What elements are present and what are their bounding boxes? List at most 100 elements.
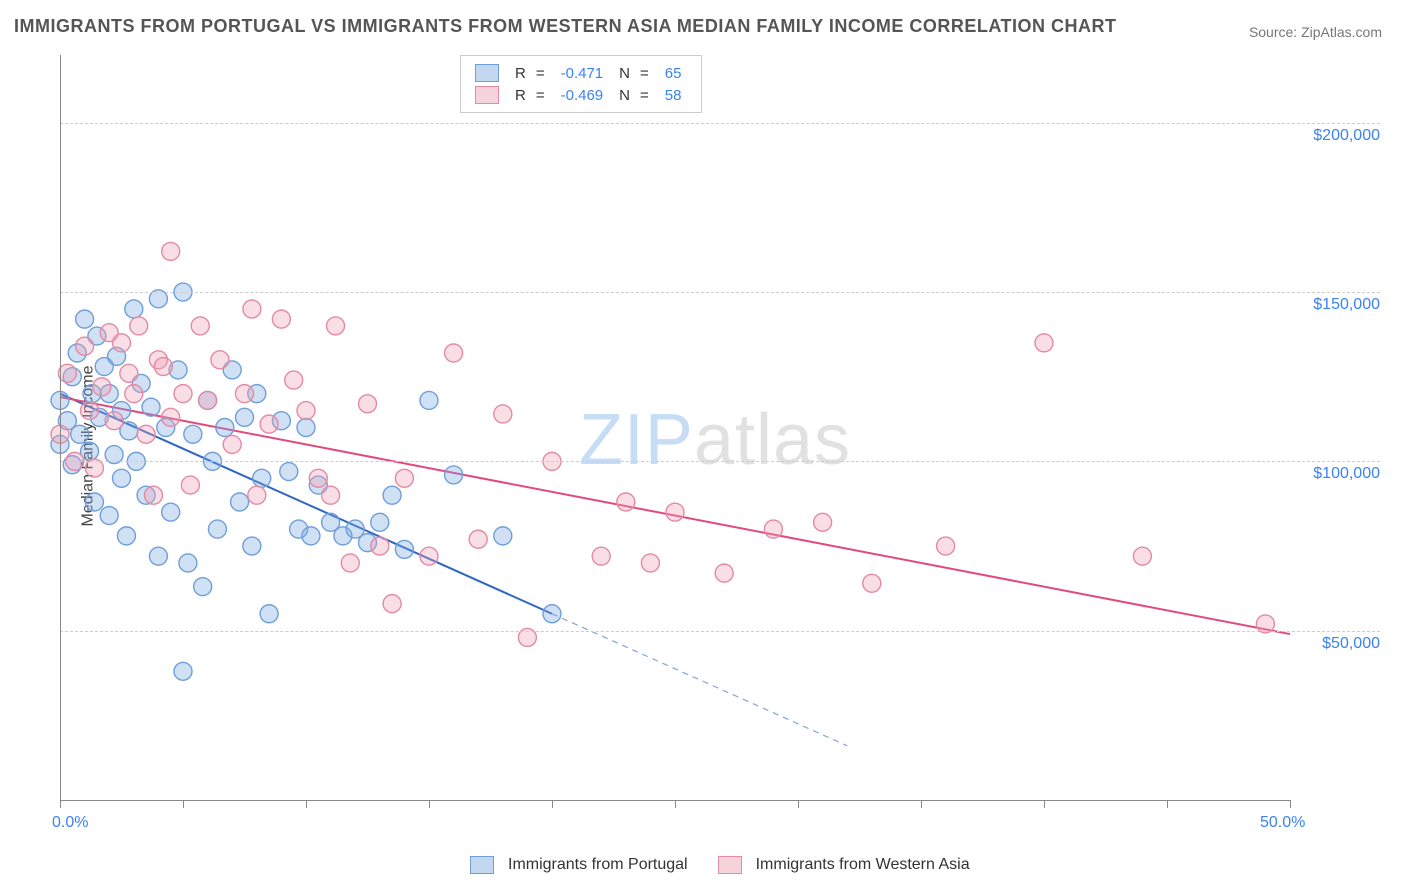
data-point (113, 469, 131, 487)
x-tick (921, 800, 922, 808)
data-point (327, 317, 345, 335)
legend-N-label: N (619, 87, 630, 104)
data-point (174, 662, 192, 680)
legend-eq: = (640, 87, 649, 104)
gridline (60, 123, 1380, 124)
data-point (814, 513, 832, 531)
gridline (60, 292, 1380, 293)
data-point (130, 317, 148, 335)
source-attribution: Source: ZipAtlas.com (1249, 24, 1382, 40)
legend-eq: = (536, 87, 545, 104)
data-point (179, 554, 197, 572)
data-point (71, 425, 89, 443)
swatch-westernasia (475, 86, 499, 104)
data-point (371, 537, 389, 555)
correlation-legend: R = -0.471 N = 65 R = -0.469 N = 58 (460, 55, 702, 113)
y-axis-line (60, 55, 61, 800)
swatch-portugal (475, 64, 499, 82)
legend-R-value-portugal: -0.471 (555, 65, 610, 82)
legend-R-label: R (515, 65, 526, 82)
swatch-westernasia (718, 856, 742, 874)
data-point (297, 419, 315, 437)
legend-row-westernasia: R = -0.469 N = 58 (475, 84, 687, 106)
data-point (125, 385, 143, 403)
x-tick (429, 800, 430, 808)
data-point (149, 547, 167, 565)
data-point (162, 242, 180, 260)
data-point (617, 493, 635, 511)
data-point (58, 364, 76, 382)
data-point (302, 527, 320, 545)
legend-label-westernasia: Immigrants from Western Asia (756, 856, 970, 874)
x-tick (675, 800, 676, 808)
data-point (243, 537, 261, 555)
data-point (243, 300, 261, 318)
x-tick (1290, 800, 1291, 808)
data-point (383, 595, 401, 613)
legend-N-value-westernasia: 58 (659, 87, 688, 104)
data-point (154, 358, 172, 376)
data-point (309, 469, 327, 487)
data-point (420, 391, 438, 409)
data-point (181, 476, 199, 494)
legend-N-label: N (619, 65, 630, 82)
legend-label-portugal: Immigrants from Portugal (508, 856, 688, 874)
series-legend: Immigrants from Portugal Immigrants from… (470, 856, 970, 874)
legend-N-value-portugal: 65 (659, 65, 688, 82)
data-point (280, 463, 298, 481)
scatter-plot-svg (50, 55, 1380, 825)
legend-eq: = (640, 65, 649, 82)
data-point (371, 513, 389, 531)
data-point (174, 385, 192, 403)
data-point (395, 540, 413, 558)
gridline (60, 461, 1380, 462)
gridline (60, 631, 1380, 632)
data-point (100, 507, 118, 525)
data-point (184, 425, 202, 443)
data-point (494, 405, 512, 423)
chart-plot-area: ZIPatlas R = -0.471 N = 65 R = -0.469 N … (50, 55, 1380, 825)
data-point (253, 469, 271, 487)
data-point (469, 530, 487, 548)
data-point (199, 391, 217, 409)
data-point (216, 419, 234, 437)
data-point (1035, 334, 1053, 352)
x-tick (183, 800, 184, 808)
data-point (260, 415, 278, 433)
data-point (162, 408, 180, 426)
x-tick (1167, 800, 1168, 808)
data-point (85, 493, 103, 511)
legend-row-portugal: R = -0.471 N = 65 (475, 62, 687, 84)
data-point (211, 351, 229, 369)
data-point (445, 344, 463, 362)
data-point (395, 469, 413, 487)
x-tick (306, 800, 307, 808)
chart-title: IMMIGRANTS FROM PORTUGAL VS IMMIGRANTS F… (14, 16, 1117, 37)
y-tick-label: $100,000 (1313, 465, 1380, 483)
data-point (137, 425, 155, 443)
legend-R-value-westernasia: -0.469 (555, 87, 610, 104)
data-point (543, 605, 561, 623)
data-point (76, 310, 94, 328)
data-point (236, 408, 254, 426)
data-point (162, 503, 180, 521)
data-point (341, 554, 359, 572)
data-point (142, 398, 160, 416)
y-tick-label: $200,000 (1313, 127, 1380, 145)
data-point (383, 486, 401, 504)
data-point (125, 300, 143, 318)
data-point (420, 547, 438, 565)
data-point (937, 537, 955, 555)
legend-item-portugal: Immigrants from Portugal (470, 856, 688, 874)
data-point (248, 486, 266, 504)
data-point (236, 385, 254, 403)
data-point (81, 402, 99, 420)
data-point (494, 527, 512, 545)
data-point (191, 317, 209, 335)
legend-R-label: R (515, 87, 526, 104)
data-point (272, 310, 290, 328)
data-point (208, 520, 226, 538)
x-tick (1044, 800, 1045, 808)
data-point (117, 527, 135, 545)
data-point (666, 503, 684, 521)
